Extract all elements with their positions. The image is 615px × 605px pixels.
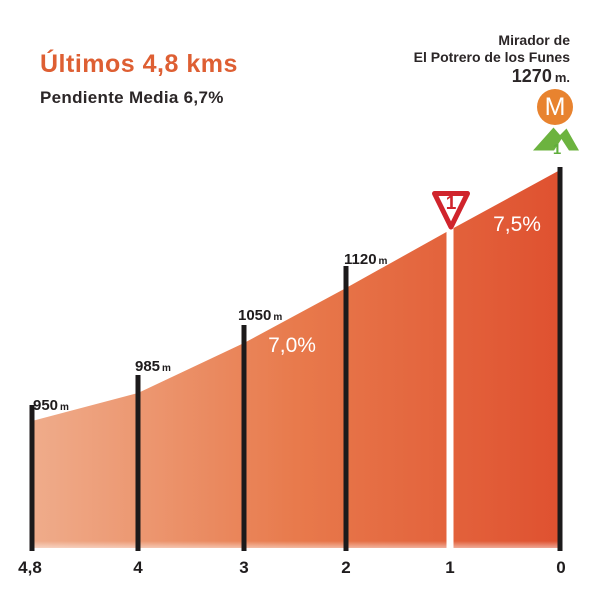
- profile-bottom-fade: [32, 541, 560, 549]
- axis-label-3: 3: [239, 558, 249, 577]
- km-post-2: [343, 266, 349, 551]
- page-title: Últimos 4,8 kms: [40, 50, 238, 78]
- axis-label-1: 1: [445, 558, 455, 577]
- km-post-3: [241, 325, 247, 551]
- summit-name-line1: Mirador de: [498, 32, 570, 48]
- elevation-label-1050: 1050 m: [238, 307, 283, 324]
- summit-name-block: Mirador de El Potrero de los Funes 1270 m…: [414, 32, 570, 86]
- summit-name-line2: El Potrero de los Funes: [413, 49, 570, 65]
- yield-sign-icon: [432, 191, 470, 230]
- axis-label-4: 4: [133, 558, 143, 577]
- axis-label-2: 2: [341, 558, 351, 577]
- elevation-profile-area: [32, 170, 560, 548]
- category-number: 1: [552, 141, 562, 158]
- gradient-label-segment2: 7,5%: [493, 213, 541, 236]
- m-badge-letter: M: [544, 92, 566, 121]
- elevation-label-985: 985 m: [135, 358, 171, 375]
- summit-post: [557, 167, 563, 551]
- m-badge: M: [537, 89, 573, 125]
- axis-label-0: 0: [556, 558, 566, 577]
- elevation-label-950: 950 m: [33, 397, 69, 414]
- summit-altitude-unit: m.: [554, 70, 570, 85]
- mountain-category-icon: [533, 127, 579, 151]
- summit-altitude-value: 1270: [511, 66, 552, 86]
- yield-sign-number: 1: [445, 193, 457, 214]
- axis-label-4-8: 4,8: [18, 558, 42, 577]
- gradient-label-segment1: 7,0%: [268, 334, 316, 357]
- average-gradient-label: Pendiente Media 6,7%: [40, 88, 224, 107]
- km-post-4: [135, 375, 141, 551]
- km1-white-gap: [446, 227, 454, 551]
- summit-altitude: 1270 m.: [414, 66, 570, 86]
- elevation-label-1120: 1120 m: [344, 251, 388, 268]
- km-post-4-8: [29, 405, 35, 551]
